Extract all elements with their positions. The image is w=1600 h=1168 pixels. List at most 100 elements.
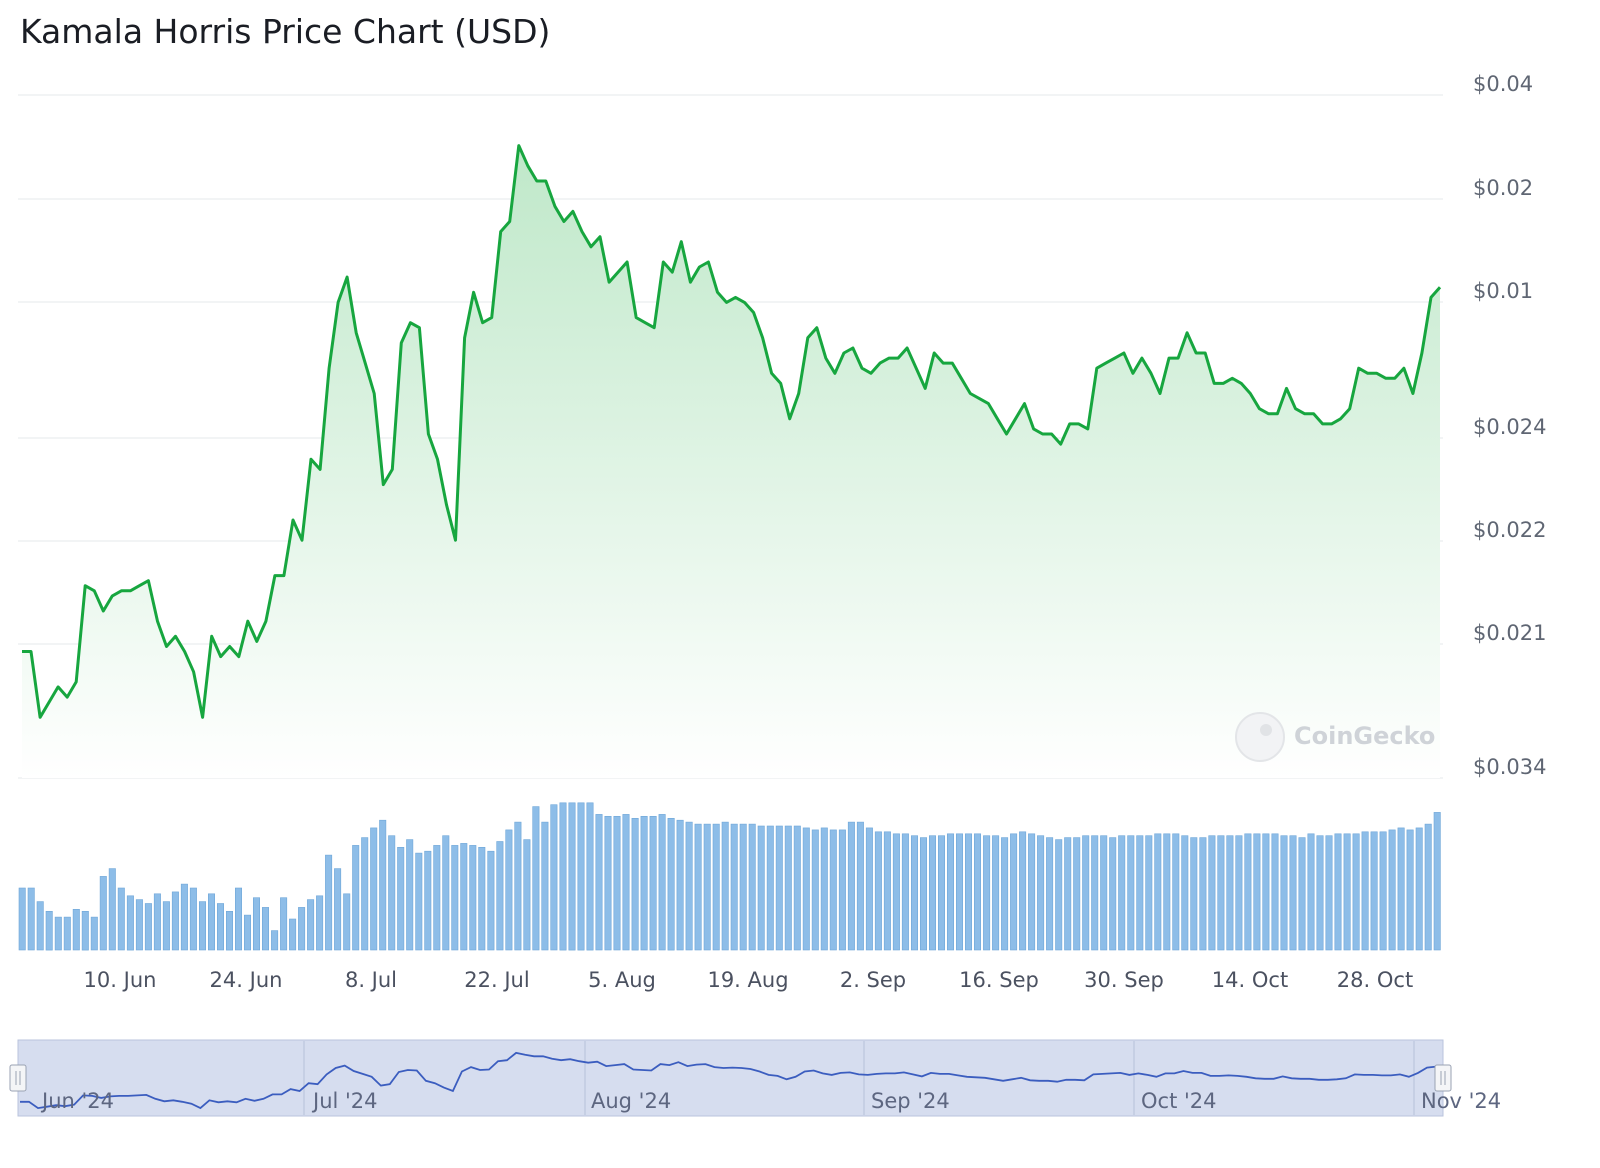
volume-bar bbox=[406, 839, 414, 951]
navigator-line bbox=[20, 1051, 1437, 1110]
range-navigator[interactable]: Jun '24 Jul '24 Aug '24 Sep '24 Oct '24 Nov '… bbox=[9, 1039, 1501, 1117]
volume-bar bbox=[334, 868, 342, 951]
navigator-label: Oct '24 bbox=[1141, 1089, 1216, 1113]
volume-bar bbox=[108, 868, 116, 951]
volume-bar bbox=[514, 821, 522, 951]
volume-bar bbox=[1181, 835, 1189, 951]
navigator-left-handle[interactable] bbox=[9, 1064, 27, 1092]
volume-bar bbox=[1127, 835, 1135, 951]
volume-bar bbox=[874, 831, 882, 951]
volume-bar bbox=[1010, 833, 1018, 951]
volume-bar bbox=[496, 841, 504, 951]
navigator-labels: Jun '24 Jul '24 Aug '24 Sep '24 Oct '24 Nov '… bbox=[40, 1089, 1501, 1113]
volume-bar bbox=[1415, 827, 1423, 951]
volume-bar bbox=[261, 907, 269, 951]
volume-bar bbox=[1100, 835, 1108, 951]
volume-bar bbox=[685, 821, 693, 951]
volume-bar bbox=[1073, 837, 1081, 951]
volume-bar bbox=[883, 831, 891, 951]
navigator-label: Jun '24 bbox=[40, 1089, 114, 1113]
volume-bar bbox=[1217, 835, 1225, 951]
volume-bar bbox=[244, 914, 252, 951]
volume-bar bbox=[487, 850, 495, 951]
volume-bar bbox=[721, 821, 729, 951]
volume-bar bbox=[36, 901, 44, 951]
volume-bar bbox=[1352, 833, 1360, 951]
volume-bar bbox=[1001, 837, 1009, 951]
price-area-fill bbox=[22, 145, 1440, 779]
volume-bar bbox=[54, 916, 62, 951]
volume-bar bbox=[18, 887, 26, 951]
volume-bar bbox=[451, 845, 459, 951]
x-axis-labels: 10. Jun 24. Jun 8. Jul 22. Jul 5. Aug 19. Aug… bbox=[84, 968, 1414, 992]
volume-bar bbox=[235, 887, 243, 951]
volume-bar bbox=[316, 895, 324, 951]
navigator-label: Aug '24 bbox=[591, 1089, 671, 1113]
volume-bar bbox=[928, 835, 936, 951]
volume-bar bbox=[973, 833, 981, 951]
volume-bar bbox=[343, 893, 351, 951]
volume-bar bbox=[460, 843, 468, 951]
x-tick-label: 30. Sep bbox=[1084, 968, 1164, 992]
x-tick-label: 19. Aug bbox=[707, 968, 788, 992]
volume-bar bbox=[1424, 823, 1432, 951]
volume-bar bbox=[919, 837, 927, 951]
volume-bar bbox=[1109, 837, 1117, 951]
volume-bar bbox=[1289, 835, 1297, 951]
volume-bar bbox=[1037, 835, 1045, 951]
volume-bar bbox=[1208, 835, 1216, 951]
volume-bar bbox=[180, 883, 188, 951]
navigator-label: Sep '24 bbox=[871, 1089, 950, 1113]
volume-bar bbox=[1370, 831, 1378, 951]
volume-bar bbox=[1055, 839, 1063, 951]
volume-bars bbox=[18, 802, 1441, 951]
volume-bar bbox=[1253, 833, 1261, 951]
volume-bar bbox=[983, 835, 991, 951]
volume-bar bbox=[676, 819, 684, 951]
volume-bar bbox=[766, 825, 774, 951]
volume-bar bbox=[45, 910, 53, 951]
volume-bar bbox=[388, 835, 396, 951]
y-tick-label: $0.024 bbox=[1473, 415, 1546, 439]
volume-bar bbox=[910, 835, 918, 951]
volume-bar bbox=[153, 893, 161, 951]
volume-bar bbox=[865, 827, 873, 951]
volume-bar bbox=[226, 910, 234, 951]
x-tick-label: 8. Jul bbox=[345, 968, 397, 992]
volume-bar bbox=[955, 833, 963, 951]
volume-bar bbox=[1280, 835, 1288, 951]
volume-bar bbox=[649, 815, 657, 951]
volume-bar bbox=[63, 916, 71, 951]
volume-bar bbox=[784, 825, 792, 951]
volume-bar bbox=[478, 846, 486, 951]
navigator-right-handle[interactable] bbox=[1434, 1064, 1452, 1092]
volume-bar bbox=[397, 846, 405, 951]
y-tick-label: $0.04 bbox=[1473, 72, 1533, 96]
x-tick-label: 22. Jul bbox=[464, 968, 529, 992]
volume-bar bbox=[1334, 833, 1342, 951]
volume-bar bbox=[90, 916, 98, 951]
volume-bar bbox=[1226, 835, 1234, 951]
volume-bar bbox=[1433, 812, 1441, 951]
y-tick-label: $0.02 bbox=[1473, 176, 1533, 200]
volume-bar bbox=[1325, 835, 1333, 951]
volume-bar bbox=[595, 814, 603, 951]
volume-bar bbox=[1388, 829, 1396, 951]
volume-bar bbox=[946, 833, 954, 951]
volume-bar bbox=[117, 887, 125, 951]
volume-bar bbox=[1190, 837, 1198, 951]
volume-bar bbox=[532, 806, 540, 951]
volume-bar bbox=[271, 930, 279, 951]
volume-bar bbox=[99, 876, 107, 951]
volume-bar bbox=[1298, 837, 1306, 951]
y-tick-label: $0.034 bbox=[1473, 755, 1546, 779]
volume-bar bbox=[1316, 835, 1324, 951]
volume-bar bbox=[523, 839, 531, 951]
y-tick-label: $0.01 bbox=[1473, 279, 1533, 303]
volume-bar bbox=[757, 825, 765, 951]
volume-bar bbox=[442, 835, 450, 951]
volume-bar bbox=[730, 823, 738, 951]
volume-bar bbox=[1019, 831, 1027, 951]
price-line[interactable] bbox=[22, 144, 1442, 719]
volume-bar bbox=[1028, 833, 1036, 951]
